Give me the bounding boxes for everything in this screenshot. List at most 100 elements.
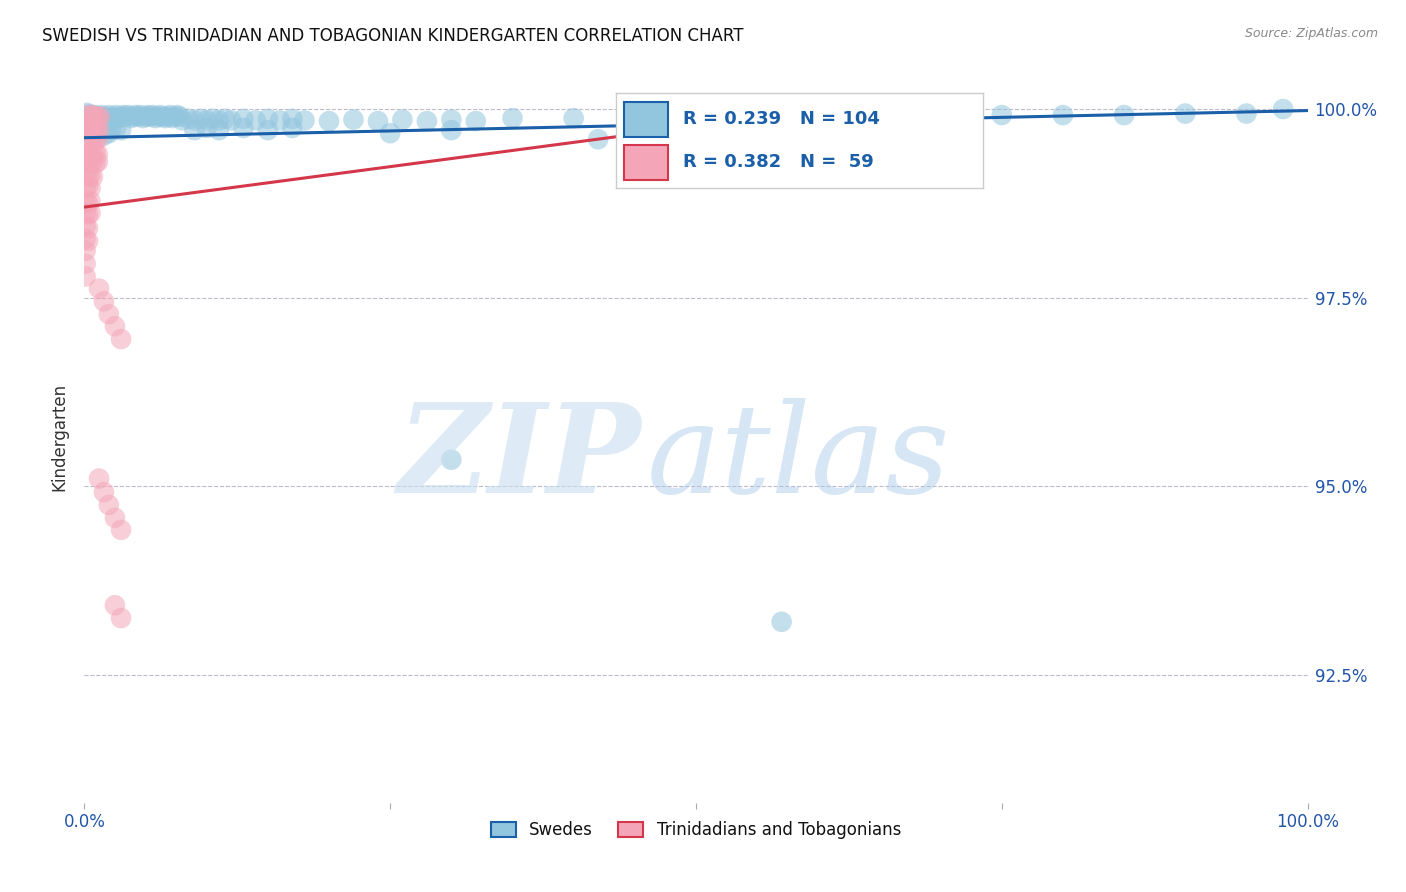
Point [104, 599, 127, 613]
Point [110, 123, 132, 137]
Point [87, 110, 110, 124]
Point [464, 114, 486, 128]
Point [991, 108, 1014, 122]
Point [132, 111, 155, 125]
Point [77, 234, 100, 248]
Point [125, 108, 148, 122]
Text: SWEDISH VS TRINIDADIAN AND TOBAGONIAN KINDERGARTEN CORRELATION CHART: SWEDISH VS TRINIDADIAN AND TOBAGONIAN KI… [42, 27, 744, 45]
Point [112, 108, 135, 122]
Point [87, 126, 110, 140]
Point [75, 194, 97, 208]
Point [169, 110, 191, 124]
Point [77, 178, 100, 193]
Point [75, 134, 97, 148]
Point [77, 147, 100, 161]
Point [391, 112, 413, 127]
Point [105, 120, 128, 135]
Point [107, 111, 129, 125]
Point [79, 169, 101, 183]
Point [281, 112, 304, 126]
Point [142, 108, 165, 122]
Point [269, 113, 291, 128]
Point [195, 113, 218, 128]
Point [77, 108, 100, 122]
Point [82, 169, 104, 184]
Point [75, 206, 97, 220]
Point [162, 111, 184, 125]
Point [136, 108, 159, 122]
Point [75, 156, 97, 170]
Point [79, 206, 101, 220]
Point [97, 498, 120, 512]
Point [153, 111, 176, 125]
Point [76, 120, 98, 135]
Point [79, 156, 101, 170]
Point [807, 110, 830, 124]
Point [100, 123, 122, 137]
Point [1236, 106, 1258, 120]
Point [166, 108, 188, 122]
Point [96, 120, 118, 135]
Point [201, 112, 224, 126]
Point [79, 181, 101, 195]
Point [89, 110, 111, 124]
Point [82, 147, 104, 161]
Point [104, 510, 127, 524]
Point [77, 208, 100, 222]
Point [87, 281, 110, 295]
Point [86, 120, 108, 135]
Point [77, 154, 100, 169]
Point [110, 611, 132, 625]
Point [929, 110, 952, 124]
Point [232, 120, 254, 135]
Point [214, 112, 236, 126]
Point [75, 145, 97, 160]
Point [172, 113, 194, 128]
Point [84, 145, 107, 160]
Point [93, 485, 115, 500]
Point [83, 128, 105, 143]
Point [75, 219, 97, 233]
Point [96, 110, 118, 124]
Point [440, 452, 463, 467]
Point [219, 113, 242, 128]
Point [90, 108, 112, 122]
Point [103, 110, 125, 124]
Point [79, 194, 101, 208]
Point [87, 154, 110, 169]
Point [143, 111, 166, 125]
Point [82, 108, 104, 122]
Point [380, 126, 402, 140]
Point [87, 132, 110, 146]
Point [82, 132, 104, 146]
Point [869, 110, 891, 124]
Point [586, 132, 609, 146]
Point [87, 111, 110, 125]
Point [104, 319, 127, 334]
Point [159, 108, 181, 122]
Point [77, 132, 100, 146]
Point [84, 156, 107, 170]
Point [502, 111, 524, 125]
Point [79, 134, 101, 148]
Point [135, 110, 157, 124]
Point [747, 110, 769, 124]
Point [79, 126, 101, 140]
Point [80, 120, 103, 135]
Point [86, 120, 108, 135]
Point [82, 154, 104, 169]
Point [648, 128, 671, 143]
Point [75, 169, 97, 183]
Point [129, 108, 152, 122]
Point [115, 110, 138, 124]
Point [770, 615, 793, 629]
Point [1052, 108, 1074, 122]
Point [139, 110, 162, 124]
Point [100, 111, 122, 125]
Text: atlas: atlas [647, 398, 950, 520]
Point [149, 108, 172, 122]
Point [156, 110, 179, 124]
Point [90, 123, 112, 137]
Point [152, 110, 174, 124]
Point [77, 123, 100, 137]
